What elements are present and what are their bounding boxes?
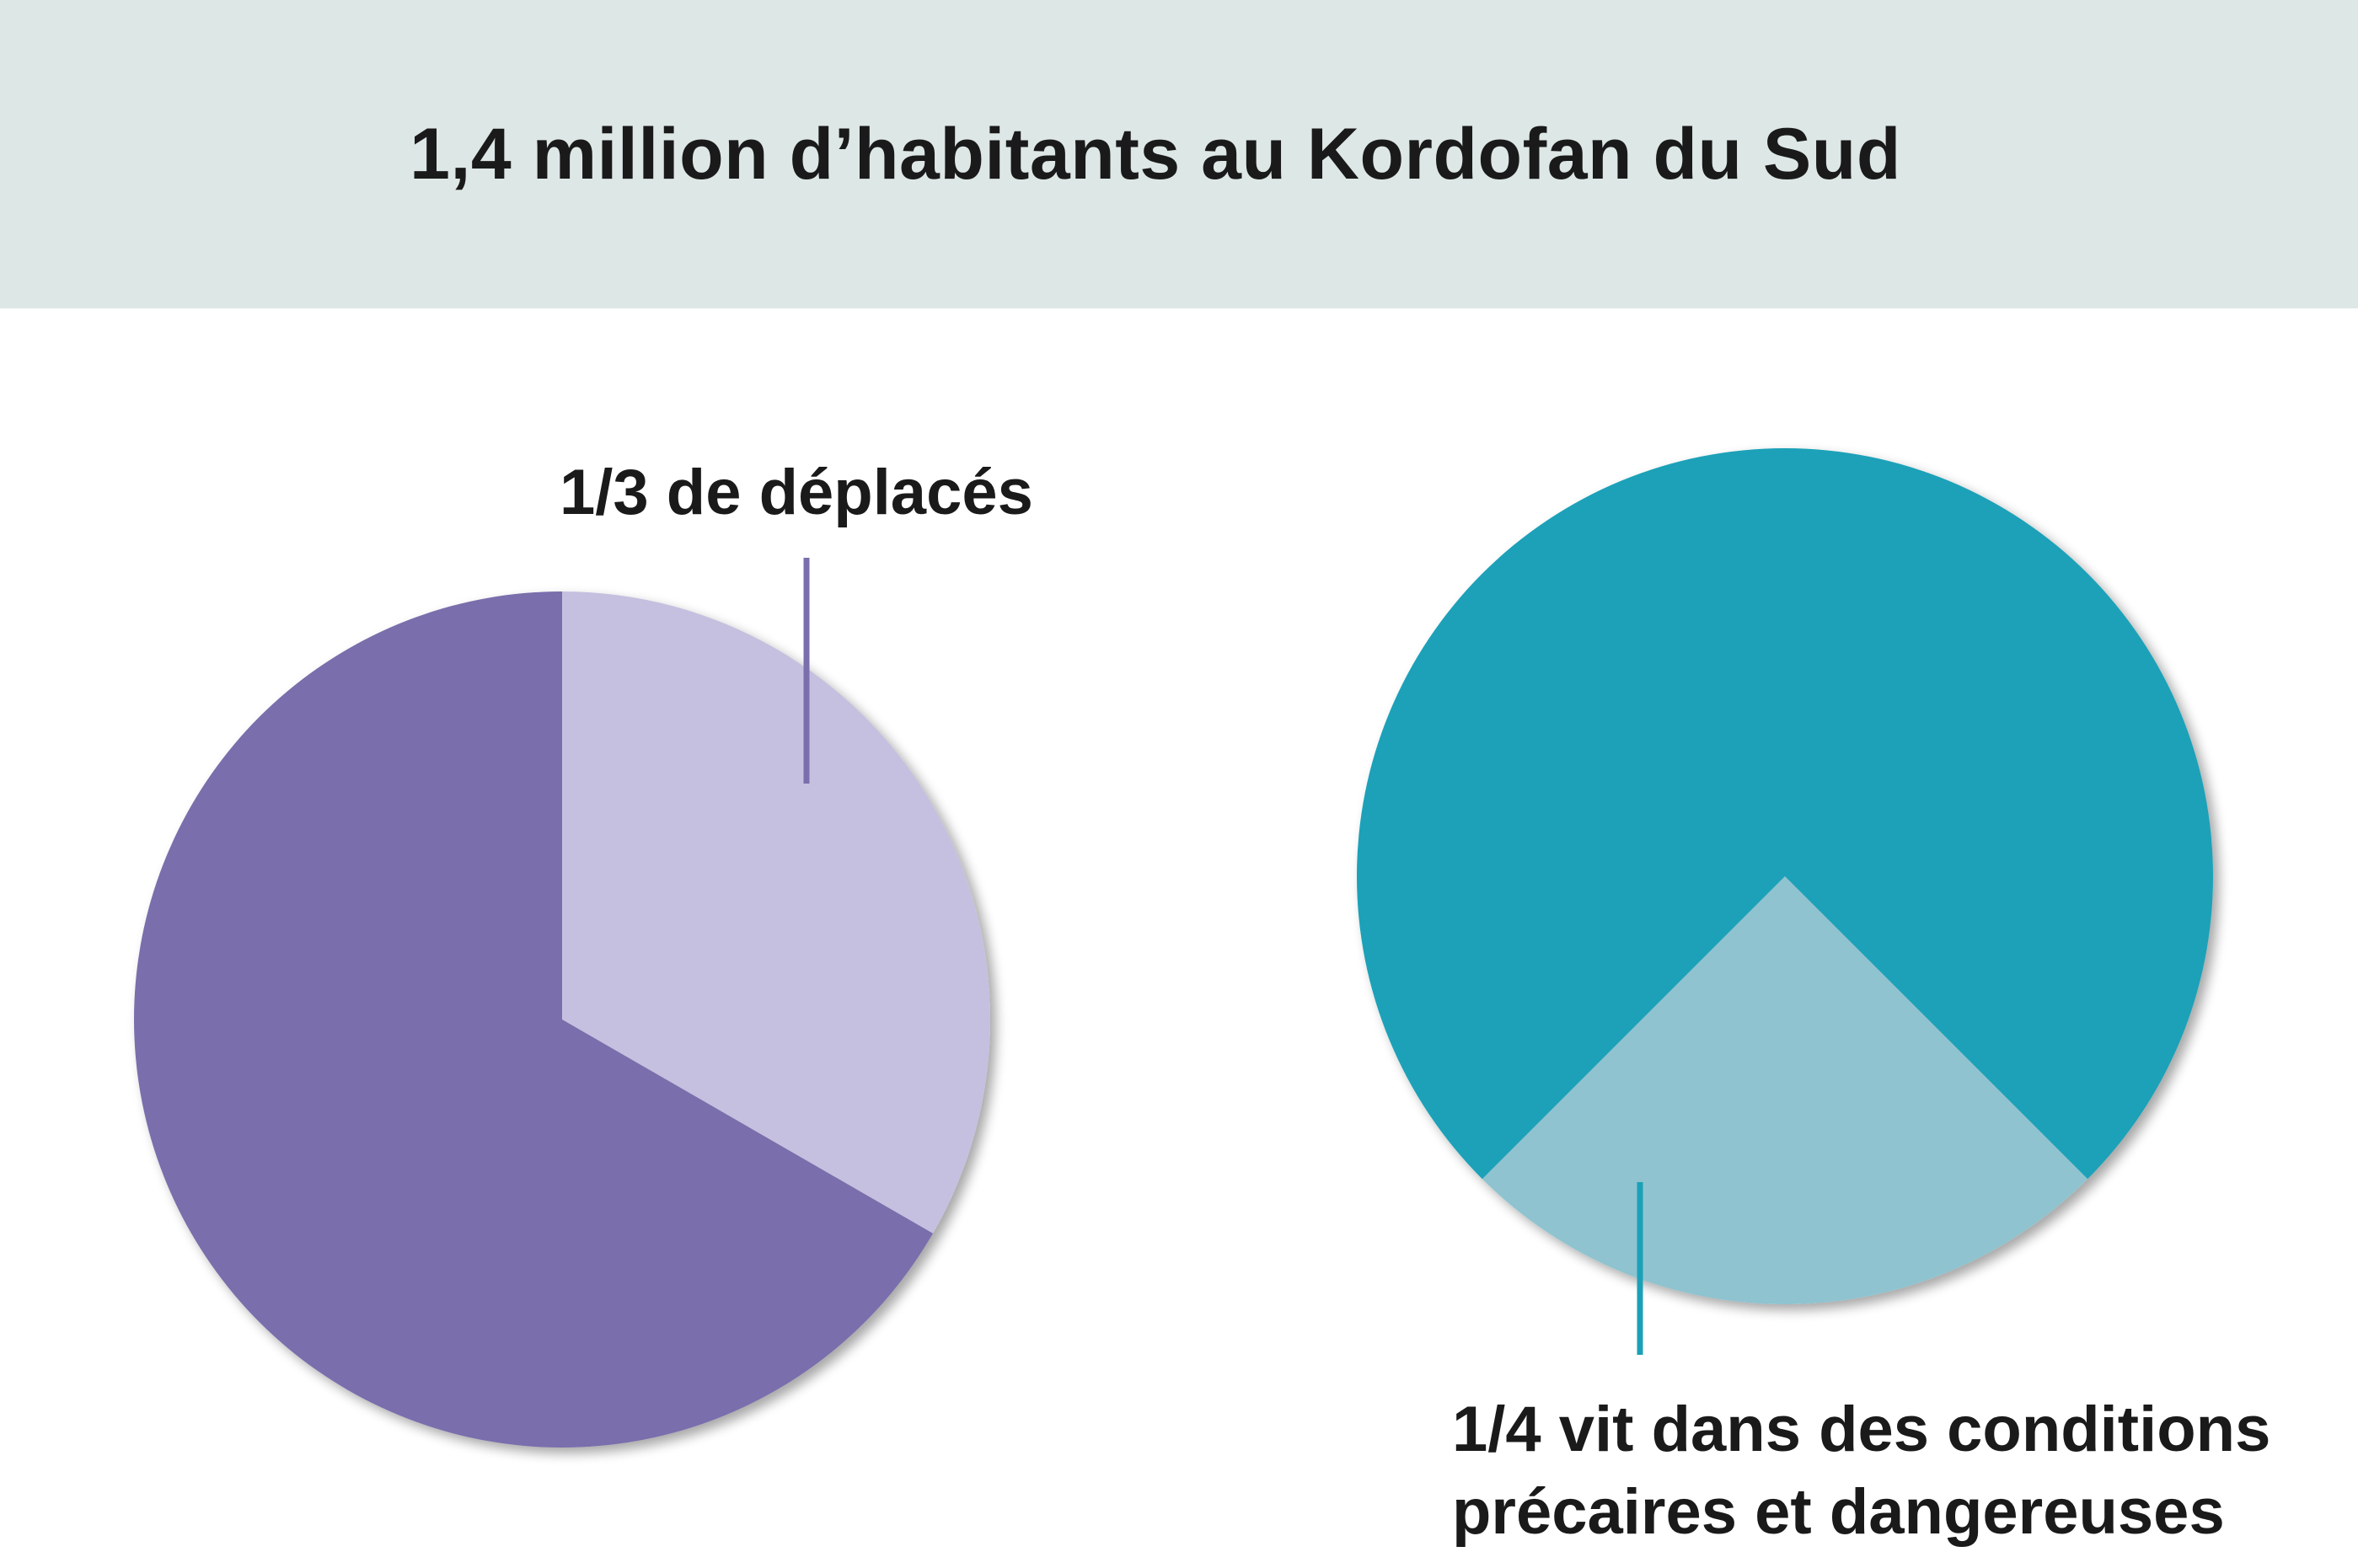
label-precarious-line-2: précaires et dangereuses <box>1452 1476 2225 1548</box>
pie-chart-precarious <box>1357 448 2213 1305</box>
label-displaced: 1/3 de déplacés <box>560 457 1033 528</box>
slice-displaced <box>562 591 991 1234</box>
page-title: 1,4 million d’habitants au Kordofan du S… <box>410 113 1901 195</box>
slice-precarious <box>1482 876 2088 1305</box>
pie-chart-displaced <box>134 591 991 1448</box>
slice-not-displaced <box>134 591 933 1448</box>
header-band <box>0 0 2358 308</box>
label-precarious-line-1: 1/4 vit dans des conditions <box>1452 1394 2270 1465</box>
slice-other <box>1357 448 2213 1180</box>
